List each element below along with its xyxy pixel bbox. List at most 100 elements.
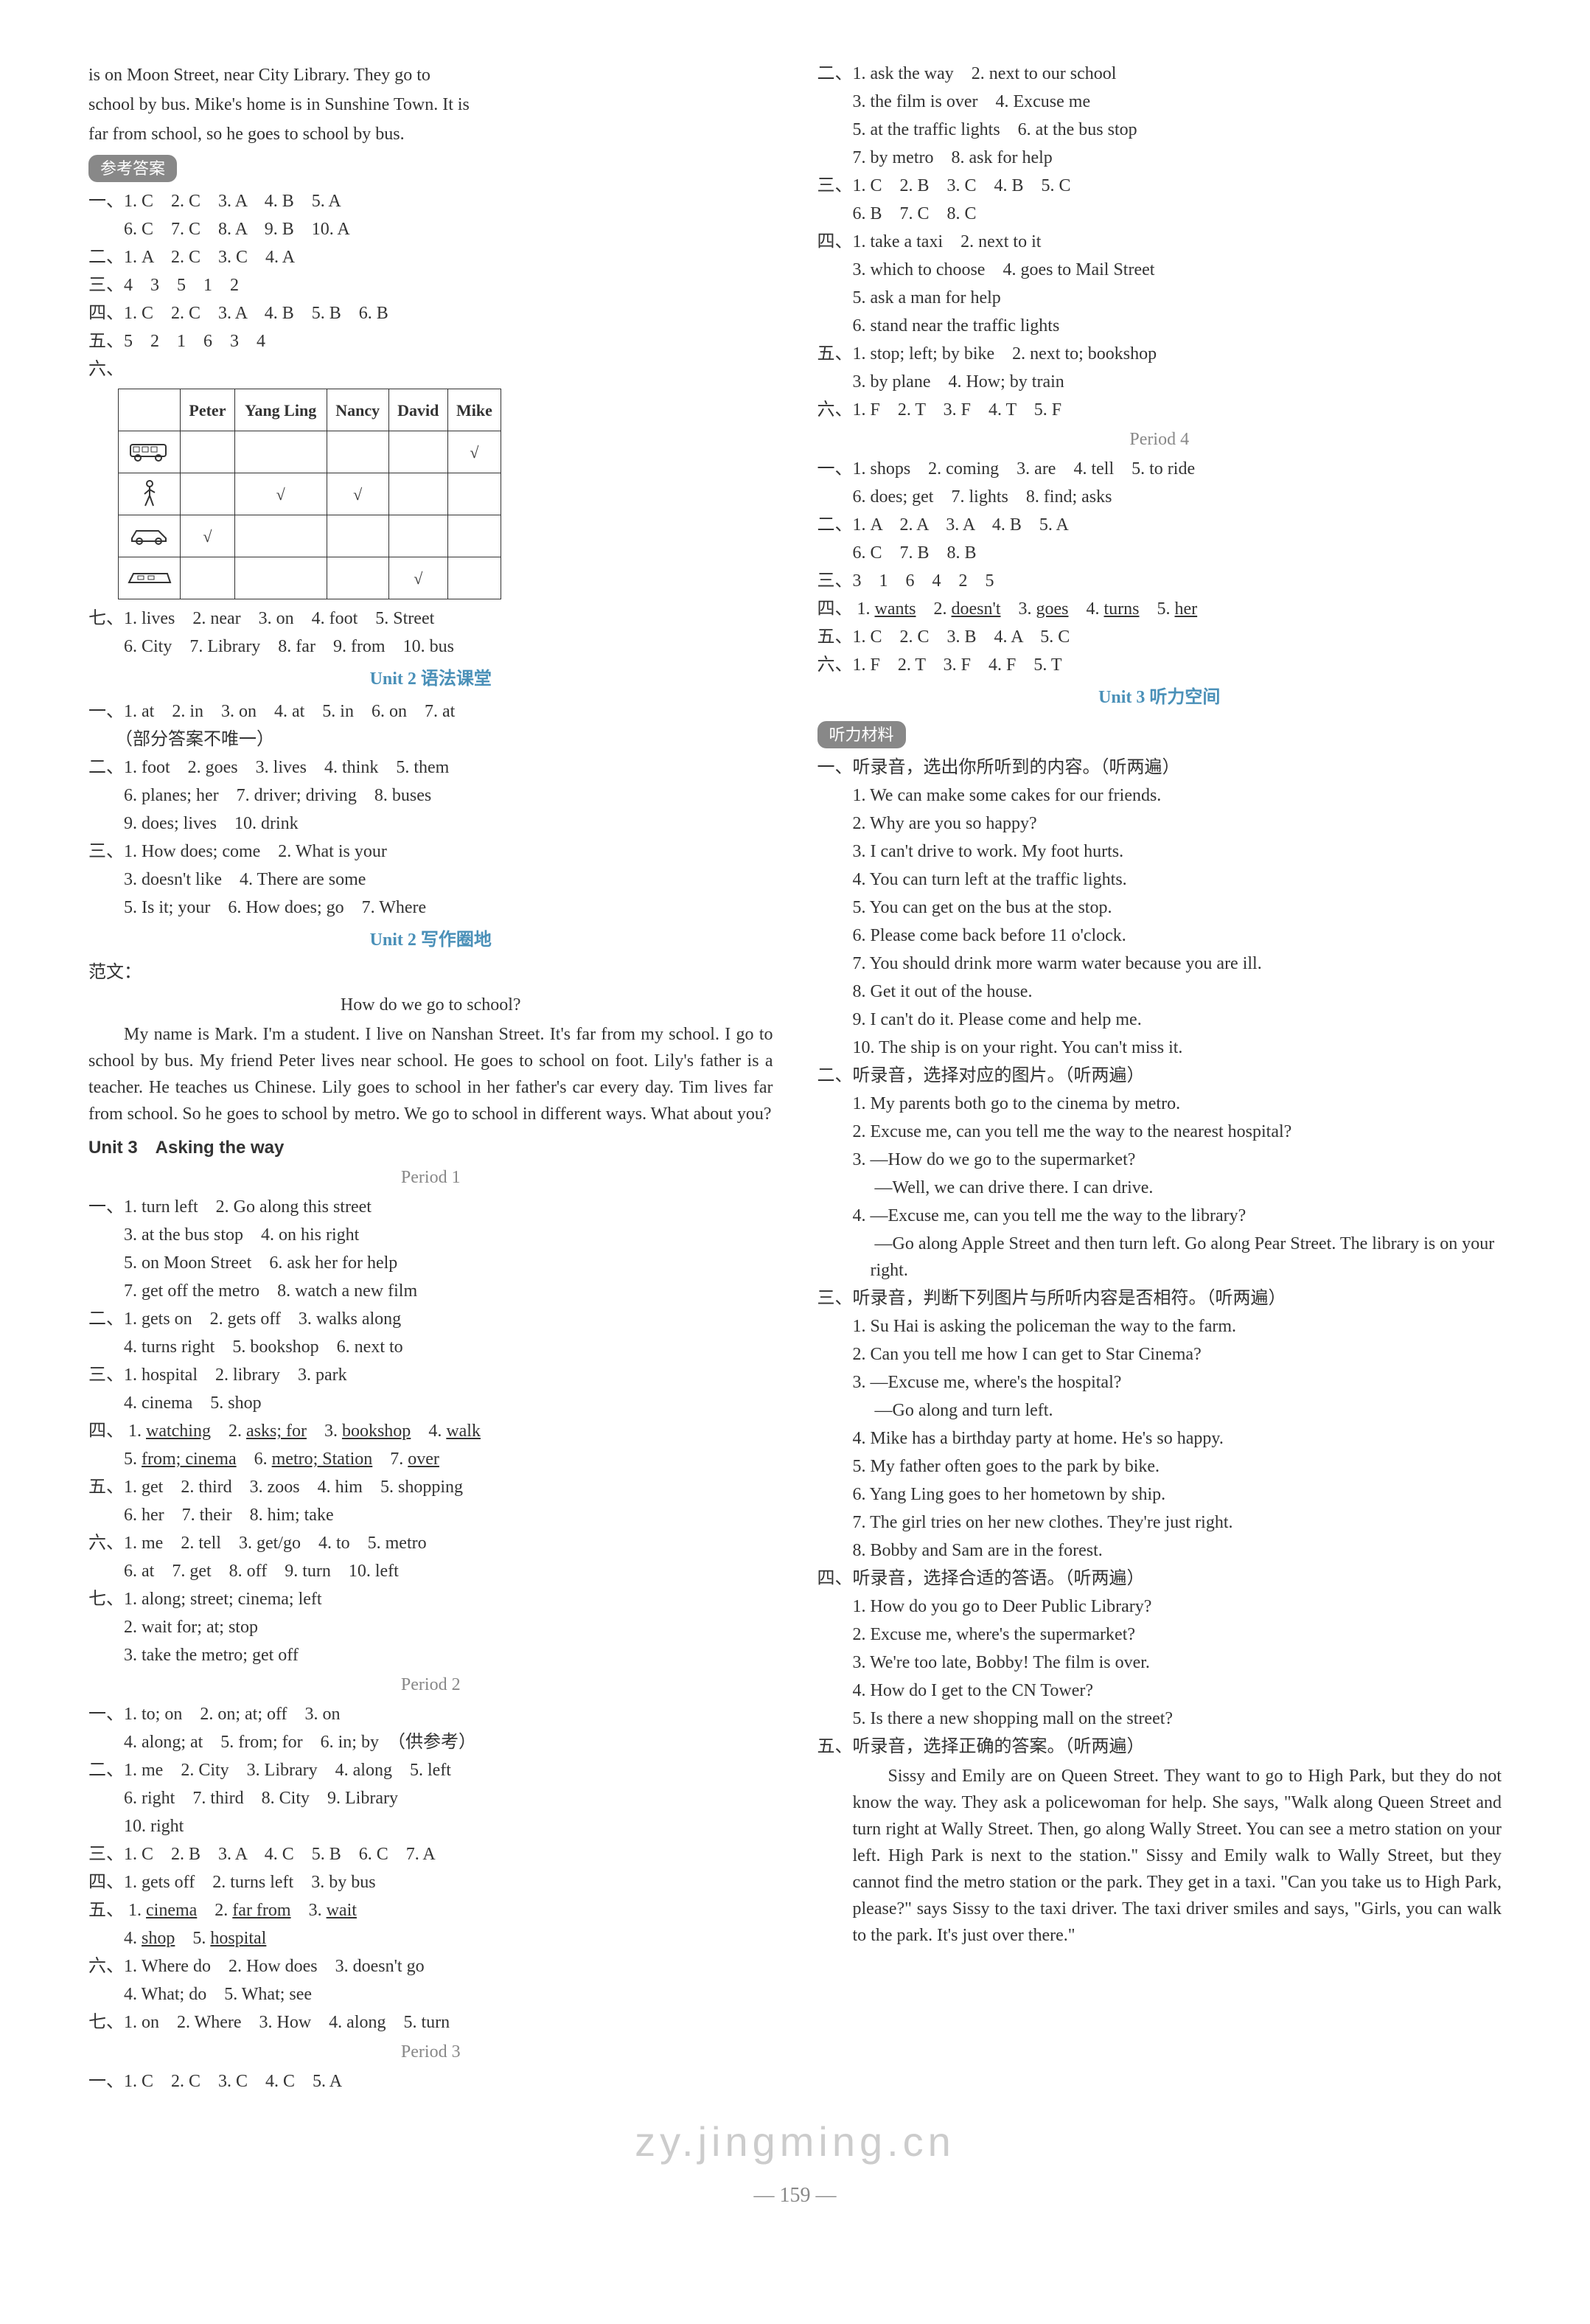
answer-line: 二、1. A 2. A 3. A 4. B 5. A bbox=[817, 512, 1502, 538]
listen-item: 6. Please come back before 11 o'clock. bbox=[817, 922, 1502, 949]
listen-item: 5. You can get on the bus at the stop. bbox=[817, 894, 1502, 921]
listen-item: 2. Why are you so happy? bbox=[817, 810, 1502, 837]
answer-line: 3. which to choose 4. goes to Mail Stree… bbox=[817, 257, 1502, 283]
answer-line: 二、1. foot 2. goes 3. lives 4. think 5. t… bbox=[88, 754, 773, 781]
underlined-answer: walk bbox=[446, 1422, 481, 1441]
answer-line: 3. at the bus stop 4. on his right bbox=[88, 1222, 773, 1248]
table-row: √√ bbox=[119, 473, 501, 515]
underlined-answer: bookshop bbox=[342, 1422, 411, 1441]
table-cell: √ bbox=[447, 431, 501, 473]
period1-title: Period 1 bbox=[88, 1164, 773, 1191]
answer-line: 5. ask a man for help bbox=[817, 285, 1502, 311]
answer-line: 6. right 7. third 8. City 9. Library bbox=[88, 1785, 773, 1812]
answer-line: 4. turns right 5. bookshop 6. next to bbox=[88, 1334, 773, 1360]
table-cell bbox=[447, 473, 501, 515]
table-cell bbox=[234, 431, 327, 473]
item-number: 1. bbox=[128, 1422, 146, 1441]
answer-line: 三、1. C 2. B 3. C 4. B 5. C bbox=[817, 173, 1502, 199]
answer-line: 四、1. C 2. C 3. A 4. B 5. B 6. B bbox=[88, 300, 773, 327]
answer-line: 七、1. lives 2. near 3. on 4. foot 5. Stre… bbox=[88, 605, 773, 632]
underlined-answer: wait bbox=[327, 1901, 357, 1920]
listen-item: 7. You should drink more warm water beca… bbox=[817, 950, 1502, 977]
item-number: 3. bbox=[324, 1422, 342, 1441]
bus-icon bbox=[119, 431, 181, 473]
listen-section-head: 四、听录音，选择合适的答语。（听两遍） bbox=[817, 1565, 1502, 1592]
answer-line: 七、1. on 2. Where 3. How 4. along 5. turn bbox=[88, 2009, 773, 2036]
item-number: 3. bbox=[309, 1901, 327, 1920]
answer-line: 六、1. Where do 2. How does 3. doesn't go bbox=[88, 1953, 773, 1980]
answer-line: 三、1. hospital 2. library 3. park bbox=[88, 1362, 773, 1388]
answer-line: 2. wait for; at; stop bbox=[88, 1614, 773, 1641]
answer-line: 五、 1. cinema 2. far from 3. wait bbox=[88, 1897, 773, 1924]
period3-title: Period 3 bbox=[88, 2039, 773, 2065]
table-row: √ bbox=[119, 557, 501, 599]
answer-line: 五、1. C 2. C 3. B 4. A 5. C bbox=[817, 624, 1502, 650]
answer-line: 9. does; lives 10. drink bbox=[88, 810, 773, 837]
table-cell bbox=[234, 557, 327, 599]
answer-line: 6. at 7. get 8. off 9. turn 10. left bbox=[88, 1558, 773, 1584]
table-cell bbox=[234, 515, 327, 557]
answer-line: 四、 1. watching 2. asks; for 3. bookshop … bbox=[88, 1418, 773, 1444]
answer-line: 二、1. me 2. City 3. Library 4. along 5. l… bbox=[88, 1757, 773, 1784]
underlined-answer: over bbox=[408, 1450, 439, 1469]
right-column: 二、1. ask the way 2. next to our school 3… bbox=[817, 59, 1502, 2096]
table-header: Peter bbox=[181, 389, 234, 431]
answer-line: 3. by plane 4. How; by train bbox=[817, 369, 1502, 395]
period4-title: Period 4 bbox=[817, 426, 1502, 453]
item-number: 4. bbox=[428, 1422, 446, 1441]
answer-line: 4. What; do 5. What; see bbox=[88, 1981, 773, 2008]
listen-item: 4. Mike has a birthday party at home. He… bbox=[817, 1425, 1502, 1452]
listen-section-head: 一、听录音，选出你所听到的内容。（听两遍） bbox=[817, 754, 1502, 781]
intro-line: far from school, so he goes to school by… bbox=[88, 121, 773, 147]
answer-line: 一、1. C 2. C 3. A 4. B 5. A bbox=[88, 188, 773, 215]
answer-line: 六、1. me 2. tell 3. get/go 4. to 5. metro bbox=[88, 1530, 773, 1556]
answer-line: 三、1. C 2. B 3. A 4. C 5. B 6. C 7. A bbox=[88, 1841, 773, 1868]
table-row: √ bbox=[119, 431, 501, 473]
answer-key-badge: 参考答案 bbox=[88, 155, 177, 182]
listen-item: 4. You can turn left at the traffic ligh… bbox=[817, 866, 1502, 893]
answer-line: 6. her 7. their 8. him; take bbox=[88, 1502, 773, 1528]
table-header: David bbox=[388, 389, 447, 431]
underlined-answer: goes bbox=[1036, 599, 1068, 619]
answer-line: 6. B 7. C 8. C bbox=[817, 201, 1502, 227]
underlined-answer: hospital bbox=[210, 1929, 266, 1948]
item-number: 6. bbox=[254, 1450, 272, 1469]
underlined-answer: cinema bbox=[146, 1901, 197, 1920]
listen-item: 1. We can make some cakes for our friend… bbox=[817, 782, 1502, 809]
table-header: Yang Ling bbox=[234, 389, 327, 431]
table-cell bbox=[447, 557, 501, 599]
answer-line: 7. get off the metro 8. watch a new film bbox=[88, 1278, 773, 1304]
train-icon bbox=[119, 557, 181, 599]
underlined-answer: watching bbox=[146, 1422, 211, 1441]
answer-line: 四、 1. wants 2. doesn't 3. goes 4. turns … bbox=[817, 596, 1502, 622]
listen-section-head: 二、听录音，选择对应的图片。（听两遍） bbox=[817, 1062, 1502, 1089]
listen-item: 1. How do you go to Deer Public Library? bbox=[817, 1593, 1502, 1620]
essay-body: My name is Mark. I'm a student. I live o… bbox=[88, 1021, 773, 1127]
underlined-answer: metro; Station bbox=[272, 1450, 373, 1469]
unit3-title: Unit 3 Asking the way bbox=[88, 1135, 773, 1161]
table-cell bbox=[327, 431, 388, 473]
table-cell bbox=[327, 515, 388, 557]
answer-line: 5. from; cinema 6. metro; Station 7. ove… bbox=[88, 1446, 773, 1472]
listen-item: 7. The girl tries on her new clothes. Th… bbox=[817, 1509, 1502, 1536]
answer-line: 7. by metro 8. ask for help bbox=[817, 145, 1502, 171]
answer-line: 五、1. stop; left; by bike 2. next to; boo… bbox=[817, 341, 1502, 367]
underlined-answer: shop bbox=[142, 1929, 175, 1948]
answer-line: 二、1. ask the way 2. next to our school bbox=[817, 60, 1502, 87]
answer-line: 四、1. gets off 2. turns left 3. by bus bbox=[88, 1869, 773, 1896]
answer-line: 6. City 7. Library 8. far 9. from 10. bu… bbox=[88, 633, 773, 660]
item-number: 5. bbox=[124, 1450, 142, 1469]
answer-line: 3. take the metro; get off bbox=[88, 1642, 773, 1669]
table-cell bbox=[181, 431, 234, 473]
page-number: — 159 — bbox=[88, 2180, 1502, 2211]
answer-line: 10. right bbox=[88, 1813, 773, 1840]
answer-line: 6. C 7. C 8. A 9. B 10. A bbox=[88, 216, 773, 243]
table-cell: √ bbox=[234, 473, 327, 515]
item-number: 2. bbox=[229, 1422, 246, 1441]
listen5-passage: Sissy and Emily are on Queen Street. The… bbox=[817, 1763, 1502, 1949]
answer-line: 三、4 3 5 1 2 bbox=[88, 272, 773, 299]
table-header-blank bbox=[119, 389, 181, 431]
answer-line: 4. along; at 5. from; for 6. in; by （供参考… bbox=[88, 1729, 773, 1756]
listen-item: 8. Get it out of the house. bbox=[817, 978, 1502, 1005]
item-number: 5. bbox=[1157, 599, 1174, 619]
